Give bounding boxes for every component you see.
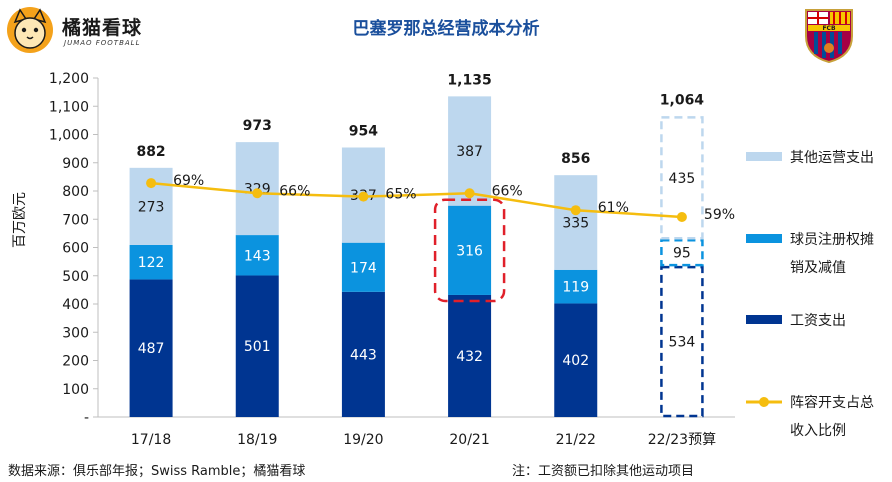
legend: 其他运营支出 球员注册权摊 销及减值 工资支出 阵容开支占总 收入比例: [746, 150, 874, 439]
y-tick-label: 200: [62, 354, 89, 370]
ratio-point: [146, 178, 156, 188]
legend-label-wage: 工资支出: [790, 313, 846, 329]
segment-label: 534: [669, 335, 696, 351]
ratio-line: 69% 66% 65% 66% 61% 59%: [146, 173, 735, 223]
legend-label-ratio-1: 阵容开支占总: [790, 394, 874, 411]
bar-segments: [130, 96, 703, 417]
y-tick-label: 1,000: [49, 128, 89, 144]
segment-label: 122: [138, 255, 165, 271]
y-tick-label: 500: [62, 269, 89, 285]
legend-label-amort-2: 销及减值: [790, 260, 846, 276]
segment-label: 487: [138, 341, 165, 357]
ratio-point: [571, 205, 581, 215]
legend-swatch-other: [746, 152, 782, 161]
segment-label: 501: [244, 339, 271, 355]
y-axis-label: 百万欧元: [12, 192, 28, 248]
legend-swatch-amort: [746, 234, 782, 243]
ratio-label: 65%: [385, 187, 416, 203]
legend-label-ratio-2: 收入比例: [790, 423, 846, 439]
legend-label-other: 其他运营支出: [790, 150, 874, 166]
ratio-point: [252, 188, 262, 198]
x-tick-label: 17/18: [131, 432, 171, 448]
source-note: 数据来源：俱乐部年报；Swiss Ramble；橘猫看球: [8, 460, 305, 479]
segment-label: 143: [244, 248, 271, 264]
total-label: 882: [136, 144, 165, 160]
ratio-label: 66%: [492, 183, 523, 199]
y-tick-label: -: [84, 410, 89, 426]
ratio-label: 69%: [173, 173, 204, 189]
y-tick-label: 700: [62, 212, 89, 228]
segment-label: 402: [562, 353, 589, 369]
ratio-label: 66%: [279, 183, 310, 199]
y-tick-label: 600: [62, 241, 89, 257]
segment-label: 273: [138, 199, 165, 215]
x-tick-label: 22/23预算: [648, 432, 716, 448]
segment-label: 432: [456, 349, 483, 365]
segment-label: 174: [350, 260, 377, 276]
x-tick-label: 18/19: [237, 432, 277, 448]
legend-swatch-wage: [746, 315, 782, 324]
ratio-label: 59%: [704, 207, 735, 223]
segment-labels: 4871222735011433294431743374323163874021…: [138, 144, 696, 369]
total-label: 1,135: [447, 72, 491, 88]
total-label: 973: [243, 118, 272, 134]
y-tick-label: 400: [62, 297, 89, 313]
ratio-point: [465, 188, 475, 198]
y-tick-label: 800: [62, 184, 89, 200]
segment-label: 443: [350, 347, 377, 363]
y-tick-label: 300: [62, 325, 89, 341]
total-label: 856: [561, 151, 590, 167]
segment-label: 316: [456, 243, 483, 259]
y-tick-label: 100: [62, 382, 89, 398]
ratio-label: 61%: [598, 200, 629, 216]
y-tick-label: 1,100: [49, 99, 89, 115]
ratio-point: [358, 192, 368, 202]
legend-swatch-ratio-dot: [759, 397, 769, 407]
x-tick-label: 19/20: [343, 432, 383, 448]
ratio-point: [677, 212, 687, 222]
footnote: 注：工资额已扣除其他运动项目: [512, 460, 694, 479]
legend-label-amort-1: 球员注册权摊: [790, 232, 874, 248]
segment-label: 387: [456, 144, 483, 160]
x-tick-label: 21/22: [556, 432, 596, 448]
segment-label: 95: [673, 246, 691, 262]
total-label: 954: [349, 123, 378, 139]
segment-label: 335: [562, 215, 589, 231]
x-axis: 17/18 18/19 19/20 20/21 21/22 22/23预算: [131, 432, 716, 448]
x-tick-label: 20/21: [449, 432, 489, 448]
segment-label: 435: [669, 171, 696, 187]
total-label: 1,064: [660, 92, 705, 108]
y-tick-label: 1,200: [49, 71, 89, 87]
total-labels: 882 973 954 1,135 856 1,064: [136, 72, 704, 167]
segment-label: 119: [562, 280, 589, 296]
y-tick-label: 900: [62, 156, 89, 172]
